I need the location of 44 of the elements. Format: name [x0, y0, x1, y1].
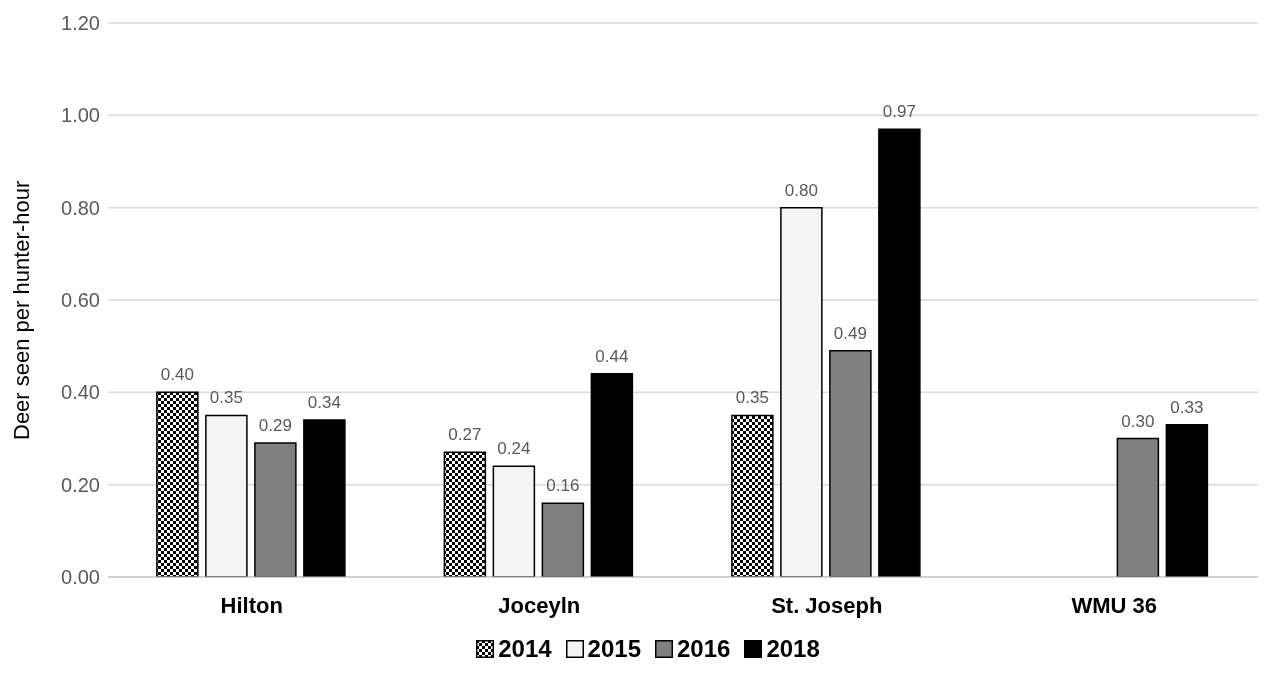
y-tick-label: 1.00	[61, 104, 100, 127]
data-label: 0.27	[448, 425, 482, 445]
data-label: 0.80	[784, 180, 818, 200]
data-label: 0.49	[833, 323, 867, 343]
bar	[1165, 423, 1209, 577]
bar	[205, 414, 248, 577]
y-tick-label: 0.80	[61, 196, 100, 219]
data-label: 0.97	[882, 102, 916, 122]
x-tick-label: WMU 36	[1071, 592, 1158, 618]
data-label: 0.40	[160, 365, 194, 385]
bar	[156, 391, 199, 577]
bar	[303, 419, 346, 577]
x-tick-label: Hilton	[220, 592, 283, 618]
bar	[1116, 437, 1160, 577]
legend-label: 2015	[587, 635, 641, 663]
bar	[829, 350, 872, 577]
data-label: 0.29	[258, 416, 292, 436]
y-tick-label: 0.40	[61, 381, 100, 404]
bar	[590, 373, 634, 577]
legend-label: 2016	[677, 635, 731, 663]
x-tick-label: Joceyln	[498, 592, 581, 618]
legend-label: 2018	[766, 635, 820, 663]
y-tick-label: 0.20	[61, 473, 100, 496]
legend-label: 2014	[498, 635, 552, 663]
data-label: 0.35	[209, 388, 243, 408]
data-label: 0.35	[735, 388, 769, 408]
bar	[780, 206, 823, 577]
bar	[254, 442, 297, 577]
bar	[492, 465, 536, 577]
y-tick-label: 0.60	[61, 289, 100, 312]
bar	[878, 128, 921, 577]
x-tick-label: St. Joseph	[771, 592, 883, 618]
bar	[541, 502, 585, 577]
bar	[443, 451, 487, 577]
y-axis-title: Deer seen per hunter-hour	[8, 180, 34, 440]
bar	[731, 414, 774, 577]
y-tick-label: 1.20	[61, 12, 100, 35]
data-label: 0.33	[1170, 397, 1204, 417]
data-label: 0.44	[595, 346, 629, 366]
data-label: 0.16	[546, 476, 580, 496]
data-label: 0.34	[307, 393, 341, 413]
y-tick-label: 0.00	[61, 566, 100, 589]
data-label: 0.24	[497, 439, 531, 459]
data-label: 0.30	[1121, 411, 1155, 431]
